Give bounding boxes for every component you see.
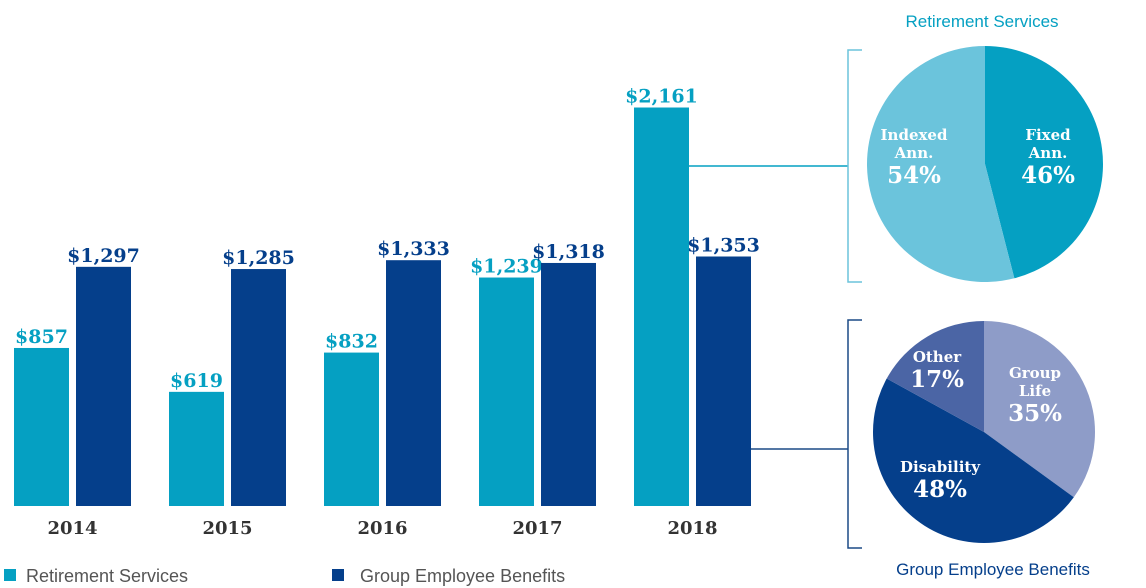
bar-retirement-2018	[634, 107, 689, 506]
pie-retirement-title: Retirement Services	[905, 12, 1058, 31]
pie-slice-group-life	[984, 321, 1095, 498]
connector-lines	[689, 49, 862, 549]
pie-label-other-0: Other	[913, 348, 962, 366]
pie-pct-group: 35%	[1008, 400, 1062, 427]
pie-label-life-1: Life	[1019, 382, 1051, 400]
x-tick-2017: 2017	[512, 518, 562, 539]
data-label-group-2017: $1,318	[532, 241, 605, 263]
bar-group-2016	[386, 260, 441, 506]
legend-label-retirement: Retirement Services	[26, 566, 188, 586]
x-tick-2014: 2014	[47, 518, 97, 539]
pie-slice-indexed-ann	[867, 46, 1015, 282]
bar-group-2017	[541, 262, 596, 506]
data-label-group-2015: $1,285	[222, 247, 295, 269]
pie-group-title: Group Employee Benefits	[896, 560, 1090, 579]
pie-pct-fixed: 46%	[1021, 162, 1075, 189]
x-tick-2018: 2018	[667, 518, 717, 539]
legend: Retirement Services Group Employee Benef…	[4, 566, 565, 586]
bar-chart: $857 $1,297 2014 $619 $1,285 2015 $832 $1,333 20…	[14, 86, 760, 539]
legend-swatch-group	[332, 569, 344, 581]
bracket-retirement	[847, 49, 862, 283]
data-label-group-2014: $1,297	[67, 245, 140, 267]
bar-retirement-2016	[324, 352, 379, 506]
data-label-retirement-2018: $2,161	[625, 86, 698, 108]
data-label-retirement-2014: $857	[15, 326, 68, 348]
bar-group-2018	[696, 256, 751, 506]
pie-slice-fixed-ann	[985, 46, 1104, 279]
legend-swatch-retirement	[4, 569, 16, 581]
data-label-group-2018: $1,353	[687, 235, 760, 257]
pie-label-indexed-0: Indexed	[881, 126, 948, 144]
pie-label-disability-0: Disability	[900, 458, 981, 476]
data-label-retirement-2015: $619	[170, 370, 223, 392]
x-tick-2016: 2016	[357, 518, 407, 539]
pie-pct-other: 17%	[910, 366, 964, 393]
pie-label-ann--1: Ann.	[894, 144, 934, 162]
data-label-group-2016: $1,333	[377, 238, 450, 260]
legend-label-group: Group Employee Benefits	[360, 566, 565, 586]
bar-retirement-2014	[14, 347, 69, 506]
bracket-group	[847, 319, 862, 549]
pie-pct-disability: 48%	[913, 476, 967, 503]
pie-slice-other	[886, 321, 984, 432]
bar-group-2015	[231, 269, 286, 506]
bar-retirement-2015	[169, 391, 224, 506]
pie-label-group-0: Group	[1009, 364, 1061, 382]
bar-retirement-2017	[479, 277, 534, 506]
data-label-retirement-2017: $1,239	[470, 256, 543, 278]
pie-pct-indexed: 54%	[887, 162, 941, 189]
data-label-retirement-2016: $832	[325, 331, 378, 353]
pie-slice-disability	[873, 378, 1074, 544]
bar-group-2014	[76, 266, 131, 506]
pie-label-ann--1: Ann.	[1028, 144, 1068, 162]
x-tick-2015: 2015	[202, 518, 252, 539]
pie-label-fixed-0: Fixed	[1025, 126, 1071, 144]
